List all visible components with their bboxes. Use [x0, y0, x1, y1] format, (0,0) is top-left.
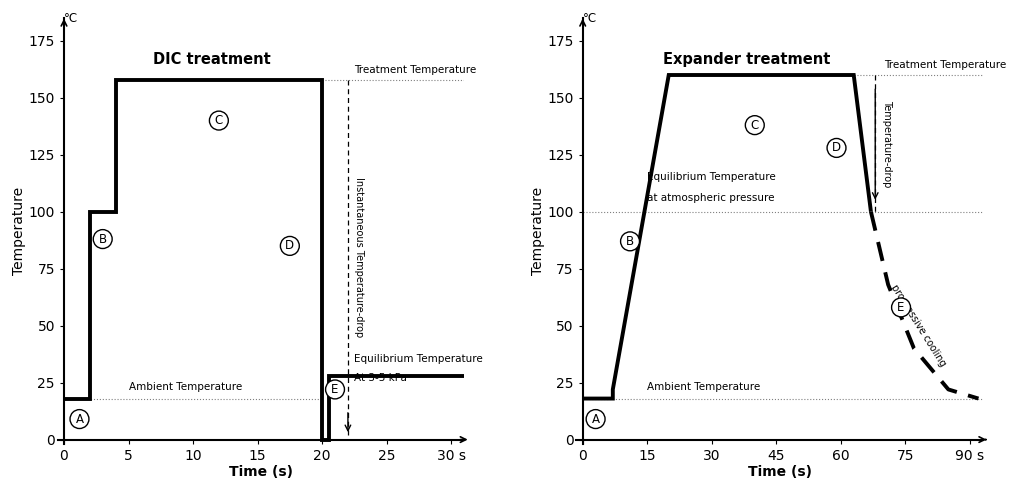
Text: C: C [750, 119, 759, 132]
Text: Treatment Temperature: Treatment Temperature [884, 60, 1006, 70]
Text: At 3-5 kPa: At 3-5 kPa [355, 373, 407, 382]
Y-axis label: Temperature: Temperature [11, 187, 26, 275]
Text: D: D [286, 240, 294, 252]
Text: A: A [75, 412, 83, 426]
Text: E: E [331, 383, 338, 396]
Text: progressive cooling: progressive cooling [889, 283, 948, 368]
Text: DIC treatment: DIC treatment [153, 52, 271, 67]
Text: °C: °C [583, 12, 597, 25]
Text: Treatment Temperature: Treatment Temperature [355, 65, 477, 75]
Text: A: A [591, 412, 599, 426]
Y-axis label: Temperature: Temperature [530, 187, 545, 275]
Text: Ambient Temperature: Ambient Temperature [648, 382, 761, 392]
Text: E: E [897, 301, 905, 314]
Text: D: D [832, 141, 841, 155]
Text: B: B [626, 235, 634, 248]
X-axis label: Time (s): Time (s) [229, 465, 293, 479]
X-axis label: Time (s): Time (s) [747, 465, 811, 479]
Text: Expander treatment: Expander treatment [663, 52, 831, 67]
Text: °C: °C [64, 12, 78, 25]
Text: at atmospheric pressure: at atmospheric pressure [648, 192, 775, 203]
Text: Equilibrium Temperature: Equilibrium Temperature [355, 355, 483, 364]
Text: C: C [215, 114, 223, 127]
Text: Equilibrium Temperature: Equilibrium Temperature [648, 172, 776, 182]
Text: Ambient Temperature: Ambient Temperature [128, 382, 242, 392]
Text: Instantaneous Temperature-drop: Instantaneous Temperature-drop [355, 177, 364, 337]
Text: B: B [99, 233, 107, 246]
Text: Temperature-drop: Temperature-drop [882, 100, 891, 187]
